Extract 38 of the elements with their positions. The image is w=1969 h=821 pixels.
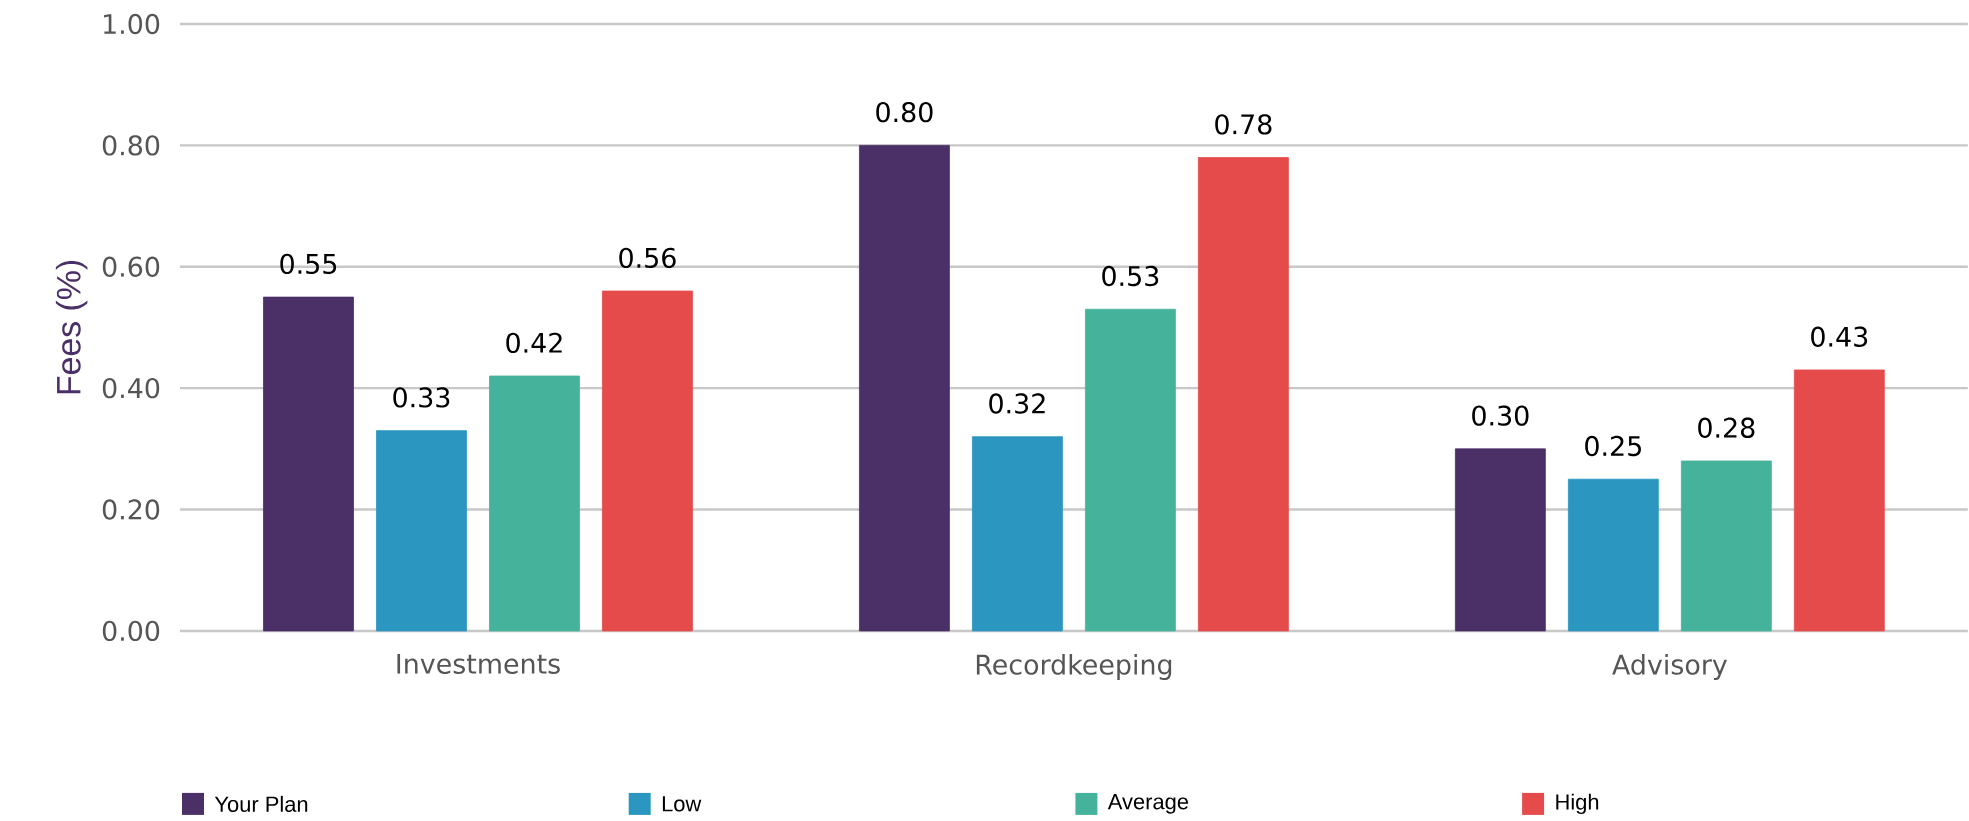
data-label: 0.33 bbox=[393, 387, 450, 408]
bar bbox=[489, 375, 580, 632]
y-tick-label: 0.40 bbox=[102, 378, 160, 399]
data-label: 0.42 bbox=[506, 332, 562, 354]
legend-label: Low bbox=[662, 796, 702, 812]
data-label: 0.53 bbox=[1102, 265, 1159, 287]
y-tick-label: 0.20 bbox=[102, 499, 160, 520]
y-tick-label: 0.00 bbox=[102, 620, 160, 642]
legend-label: Your Plan bbox=[214, 795, 308, 813]
y-tick-label: 1.00 bbox=[104, 13, 160, 35]
legend-label: High bbox=[1556, 793, 1599, 815]
bar bbox=[1197, 157, 1289, 632]
bar bbox=[602, 290, 693, 632]
data-label: 0.25 bbox=[1585, 435, 1641, 457]
bar bbox=[859, 145, 950, 632]
data-label: 0.30 bbox=[1472, 405, 1529, 426]
bar bbox=[1680, 460, 1772, 632]
bar bbox=[1567, 478, 1659, 632]
bar bbox=[263, 296, 354, 632]
x-tick-label: Advisory bbox=[1612, 654, 1727, 681]
data-label: 0.55 bbox=[280, 253, 337, 275]
y-tick-label: 0.80 bbox=[102, 135, 160, 156]
y-tick-label: 0.60 bbox=[102, 256, 160, 277]
data-label: 0.56 bbox=[619, 247, 676, 269]
bar bbox=[1793, 369, 1885, 632]
data-label: 0.32 bbox=[989, 393, 1045, 414]
x-tick-label: Investments bbox=[397, 654, 560, 674]
bar bbox=[1454, 448, 1546, 632]
data-label: 0.28 bbox=[1698, 417, 1755, 438]
data-label: 0.43 bbox=[1811, 326, 1868, 347]
legend-label: Average bbox=[1107, 794, 1189, 814]
data-label: 0.78 bbox=[1215, 114, 1272, 135]
bar bbox=[1085, 308, 1176, 632]
bar bbox=[972, 436, 1063, 632]
bar bbox=[376, 430, 467, 632]
x-tick-label: Recordkeeping bbox=[976, 654, 1172, 681]
data-label: 0.80 bbox=[876, 102, 933, 123]
y-axis-title: Fees (%) bbox=[55, 260, 88, 394]
